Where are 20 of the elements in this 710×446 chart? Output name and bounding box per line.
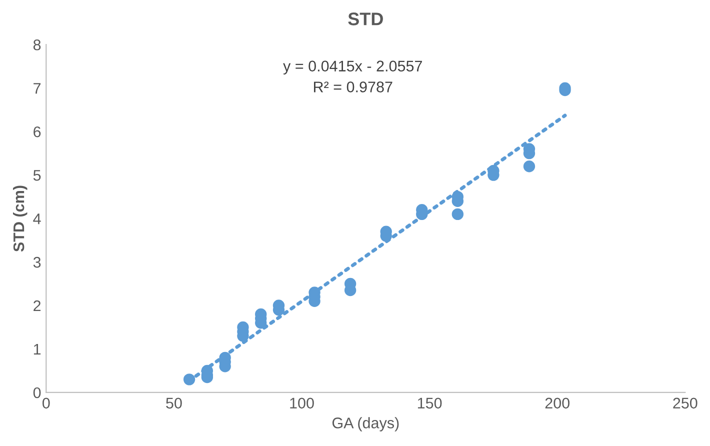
y-tick-label: 7	[34, 83, 41, 94]
x-tick-label: 50	[166, 398, 182, 409]
y-tick-label: 2	[34, 300, 41, 312]
y-tick-label: 4	[33, 214, 41, 224]
chart-title: STD	[348, 12, 383, 26]
y-tick-label: 0	[33, 387, 41, 398]
x-tick-label: 150	[418, 398, 442, 409]
y-axis-title: STD (cm)	[12, 186, 28, 252]
x-tick-label: 100	[290, 398, 314, 409]
x-tick-label: 0	[42, 398, 50, 409]
y-tick-label: 3	[33, 256, 41, 268]
x-tick-label: 200	[545, 398, 570, 409]
x-tick-label: 250	[673, 398, 698, 409]
y-tick-label: 5	[33, 170, 41, 181]
y-tick-label: 8	[33, 39, 41, 50]
y-tick-label: 6	[34, 126, 41, 138]
annotation: y = 0.0415x - 2.0557	[283, 60, 422, 74]
annotation: R² = 0.9787	[314, 82, 392, 92]
y-tick-label: 1	[34, 344, 41, 355]
x-axis-title: GA (days)	[332, 417, 399, 432]
